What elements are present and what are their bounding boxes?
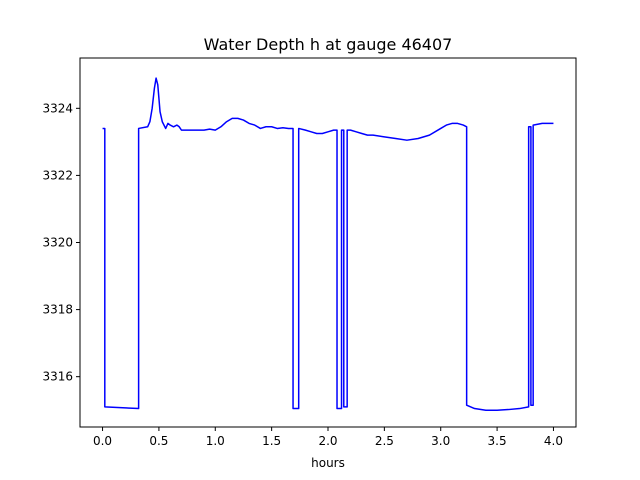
chart-title: Water Depth h at gauge 46407 (204, 35, 453, 54)
x-tick-label: 1.0 (206, 434, 225, 448)
x-tick-label: 0.0 (93, 434, 112, 448)
y-tick-label: 3320 (42, 236, 73, 250)
data-layer (102, 77, 554, 411)
x-tick-label: 4.0 (544, 434, 563, 448)
y-tick-label: 3318 (42, 303, 73, 317)
series-line-0 (102, 77, 554, 411)
y-tick-label: 3316 (42, 370, 73, 384)
x-tick-label: 2.5 (375, 434, 394, 448)
x-tick-label: 0.5 (149, 434, 168, 448)
x-axis-label: hours (311, 456, 345, 470)
y-tick-label: 3322 (42, 168, 73, 182)
plot-area (80, 58, 576, 427)
y-tick-label: 3324 (42, 101, 73, 115)
x-axis: 0.0 0.5 1.0 1.5 2.0 2.5 3.0 3.5 4.0 (93, 427, 563, 448)
x-tick-label: 1.5 (262, 434, 281, 448)
x-tick-label: 3.5 (488, 434, 507, 448)
plot-background (80, 58, 576, 427)
y-axis: 3316 3318 3320 3322 3324 (42, 101, 80, 384)
x-tick-label: 2.0 (318, 434, 337, 448)
x-tick-label: 3.0 (431, 434, 450, 448)
